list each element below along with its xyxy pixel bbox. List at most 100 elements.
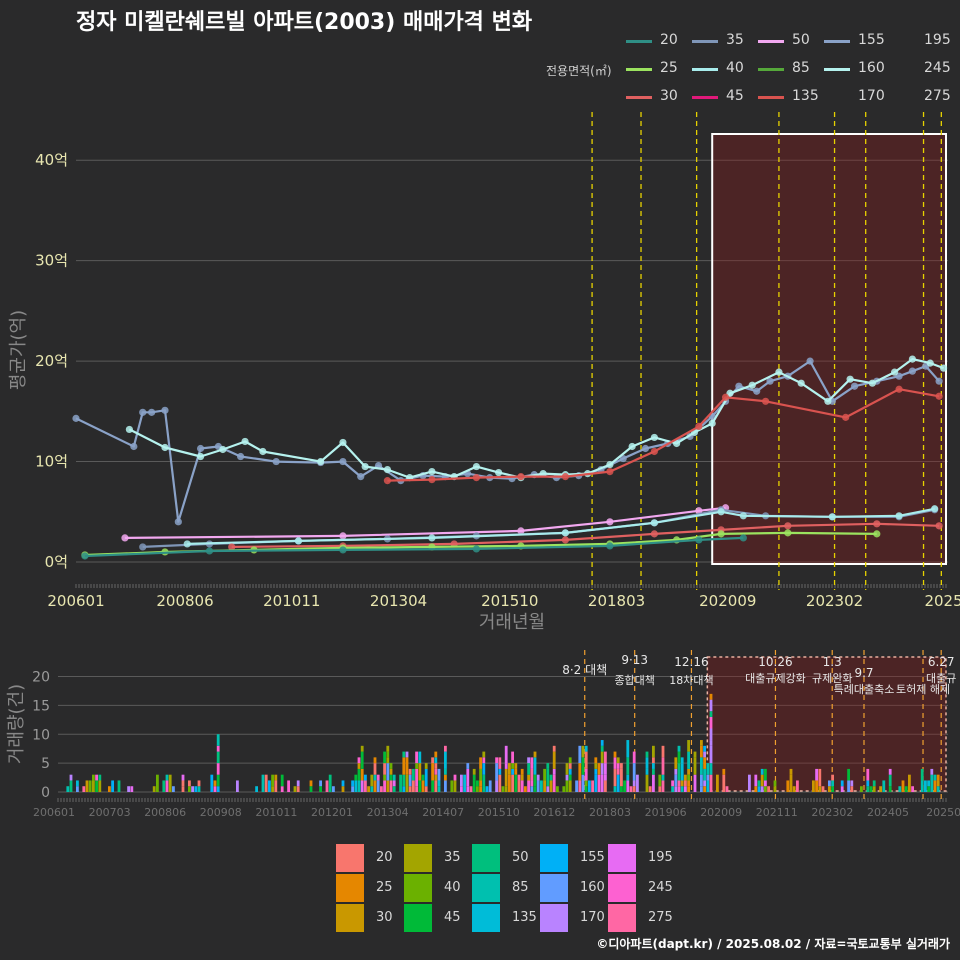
volume-bar bbox=[424, 768, 428, 787]
volume-bar bbox=[920, 768, 924, 781]
data-point bbox=[428, 476, 436, 484]
volume-bar bbox=[584, 745, 588, 752]
volume-bar bbox=[354, 780, 358, 792]
volume-bar bbox=[700, 745, 703, 758]
volume-bar bbox=[901, 780, 905, 792]
data-point bbox=[161, 443, 169, 452]
data-point bbox=[383, 465, 392, 474]
volume-bar bbox=[831, 780, 834, 787]
data-point bbox=[81, 552, 89, 560]
price-line-panel: 0억 10억 20억 30억 40억 200601 200806 201011 201304 20… bbox=[8, 112, 960, 633]
volume-bar bbox=[450, 780, 454, 792]
legend-swatch bbox=[608, 844, 636, 872]
volume-bar bbox=[351, 786, 354, 792]
volume-bar bbox=[341, 786, 345, 792]
data-point bbox=[472, 474, 481, 482]
legend-label: 275 bbox=[924, 88, 951, 104]
volume-bar bbox=[933, 774, 937, 781]
data-point bbox=[828, 513, 836, 521]
volume-bar bbox=[69, 780, 73, 792]
volume-bar bbox=[677, 745, 681, 752]
volume-bar bbox=[709, 716, 713, 729]
data-point bbox=[241, 437, 249, 446]
volume-bar bbox=[552, 774, 556, 792]
volume-bar bbox=[927, 786, 930, 792]
volume-bar bbox=[578, 763, 582, 781]
legend-label: 135 bbox=[512, 910, 537, 925]
volume-bar bbox=[693, 757, 697, 775]
legend-swatch bbox=[626, 68, 652, 71]
volume-bar bbox=[165, 780, 169, 792]
volume-bar bbox=[661, 745, 665, 758]
volume-bar bbox=[296, 786, 300, 792]
volume-bar bbox=[927, 780, 930, 787]
volume-bar bbox=[661, 757, 665, 775]
volume-bar bbox=[700, 757, 703, 775]
legend-swatch bbox=[540, 844, 568, 872]
volume-bar bbox=[687, 751, 690, 769]
y-tick-label: 20억 bbox=[35, 352, 68, 370]
volume-bar bbox=[431, 757, 434, 764]
data-point bbox=[606, 468, 614, 476]
volume-bar bbox=[152, 786, 156, 792]
volume-bar bbox=[815, 780, 818, 792]
x-tick-label: 200806 bbox=[144, 806, 186, 819]
volume-bar bbox=[847, 768, 850, 781]
x-tick-label: 202111 bbox=[756, 806, 798, 819]
data-point bbox=[908, 367, 917, 375]
volume-bar bbox=[533, 774, 537, 787]
data-point bbox=[361, 462, 369, 471]
volume-bar bbox=[722, 774, 726, 792]
data-point bbox=[517, 473, 525, 481]
volume-bar bbox=[527, 774, 530, 781]
volume-bar bbox=[434, 780, 438, 792]
data-point bbox=[873, 520, 881, 528]
legend-swatch bbox=[540, 904, 568, 932]
volume-bar bbox=[549, 774, 553, 781]
volume-bar bbox=[360, 751, 364, 769]
volume-bar bbox=[687, 780, 690, 787]
volume-bar bbox=[504, 786, 508, 792]
y-tick-label: 40억 bbox=[35, 151, 68, 169]
volume-bar bbox=[616, 768, 620, 775]
volume-bar bbox=[402, 757, 406, 775]
highlight-box bbox=[711, 133, 948, 565]
volume-bar bbox=[216, 745, 220, 752]
volume-bar bbox=[520, 768, 524, 775]
volume-bar bbox=[488, 780, 492, 792]
volume-bar bbox=[760, 774, 764, 787]
volume-bar bbox=[255, 786, 258, 792]
volume-bar bbox=[408, 774, 412, 787]
volume-bar bbox=[764, 780, 767, 787]
data-point bbox=[472, 462, 481, 471]
volume-bar bbox=[517, 780, 521, 792]
legend-swatch bbox=[336, 844, 364, 872]
x-tick-label: 201201 bbox=[311, 806, 353, 819]
legend-label: 155 bbox=[858, 32, 885, 48]
data-point bbox=[846, 375, 854, 383]
volume-bar bbox=[415, 763, 418, 769]
volume-bar bbox=[613, 768, 617, 787]
volume-bar bbox=[431, 780, 434, 792]
volume-bar bbox=[444, 768, 447, 775]
volume-bar bbox=[386, 751, 390, 758]
x-tick-label: 201304 bbox=[367, 806, 409, 819]
volume-bar bbox=[274, 780, 278, 792]
volume-bar bbox=[818, 768, 822, 787]
volume-bar bbox=[511, 774, 514, 792]
volume-bar bbox=[700, 774, 703, 787]
data-point bbox=[495, 469, 503, 477]
volume-bar bbox=[815, 768, 818, 781]
legend-swatch bbox=[404, 904, 432, 932]
policy-date-label: 8·2 대책 bbox=[562, 662, 607, 677]
y-tick-label: 10 bbox=[32, 727, 50, 743]
volume-bar bbox=[197, 786, 201, 792]
volume-bar bbox=[280, 786, 284, 792]
y-tick-label: 0 bbox=[41, 785, 50, 801]
volume-bar bbox=[360, 745, 364, 752]
volume-bar bbox=[604, 751, 607, 764]
volume-bar bbox=[405, 751, 409, 758]
volume-bar bbox=[831, 774, 834, 781]
volume-bar bbox=[460, 774, 463, 787]
data-point bbox=[717, 530, 725, 538]
